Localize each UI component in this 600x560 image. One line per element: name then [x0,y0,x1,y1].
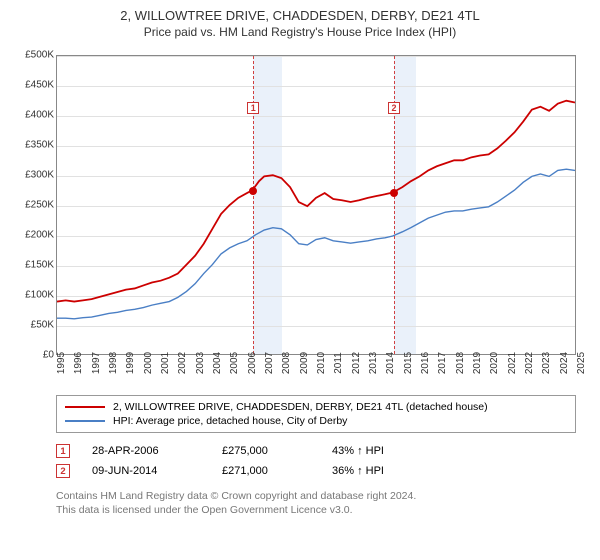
events-table: 1 28-APR-2006 £275,000 43% ↑ HPI 2 09-JU… [56,441,588,481]
event-marker-box: 2 [388,102,400,114]
y-tick-label: £500K [12,50,54,61]
line-series [57,56,575,354]
series-property [57,101,575,302]
y-tick-label: £450K [12,80,54,91]
event-delta: 36% ↑ HPI [332,465,384,477]
x-tick-label: 2025 [576,352,600,374]
legend-label: HPI: Average price, detached house, City… [113,415,347,427]
y-tick-label: £50K [12,320,54,331]
price-dot [390,189,398,197]
event-date: 28-APR-2006 [92,445,222,457]
series-hpi [57,169,575,319]
legend-label: 2, WILLOWTREE DRIVE, CHADDESDEN, DERBY, … [113,401,488,413]
legend-row: HPI: Average price, detached house, City… [65,414,567,428]
x-axis-ticks: 1995199619971998199920002001200220032004… [56,357,576,389]
y-tick-label: £150K [12,260,54,271]
event-marker-icon: 1 [56,444,70,458]
y-tick-label: £0 [12,350,54,361]
chart-title: 2, WILLOWTREE DRIVE, CHADDESDEN, DERBY, … [12,8,588,23]
y-tick-label: £250K [12,200,54,211]
footer-line: This data is licensed under the Open Gov… [56,503,588,517]
chart-container: 2, WILLOWTREE DRIVE, CHADDESDEN, DERBY, … [0,0,600,523]
y-tick-label: £350K [12,140,54,151]
y-tick-label: £200K [12,230,54,241]
plot-region: 12 [56,55,576,355]
event-price: £271,000 [222,465,332,477]
event-marker-icon: 2 [56,464,70,478]
y-tick-label: £400K [12,110,54,121]
y-tick-label: £100K [12,290,54,301]
chart-subtitle: Price paid vs. HM Land Registry's House … [12,25,588,39]
footer-line: Contains HM Land Registry data © Crown c… [56,489,588,503]
footer: Contains HM Land Registry data © Crown c… [56,489,588,517]
y-tick-label: £300K [12,170,54,181]
event-price: £275,000 [222,445,332,457]
legend-swatch [65,417,105,425]
event-date: 09-JUN-2014 [92,465,222,477]
event-delta: 43% ↑ HPI [332,445,384,457]
event-marker-box: 1 [247,102,259,114]
legend: 2, WILLOWTREE DRIVE, CHADDESDEN, DERBY, … [56,395,576,433]
event-row: 1 28-APR-2006 £275,000 43% ↑ HPI [56,441,588,461]
event-row: 2 09-JUN-2014 £271,000 36% ↑ HPI [56,461,588,481]
chart-area: £0 £50K £100K £150K £200K £250K £300K £350K £400… [12,51,588,391]
legend-swatch [65,403,105,411]
price-dot [249,187,257,195]
legend-row: 2, WILLOWTREE DRIVE, CHADDESDEN, DERBY, … [65,400,567,414]
